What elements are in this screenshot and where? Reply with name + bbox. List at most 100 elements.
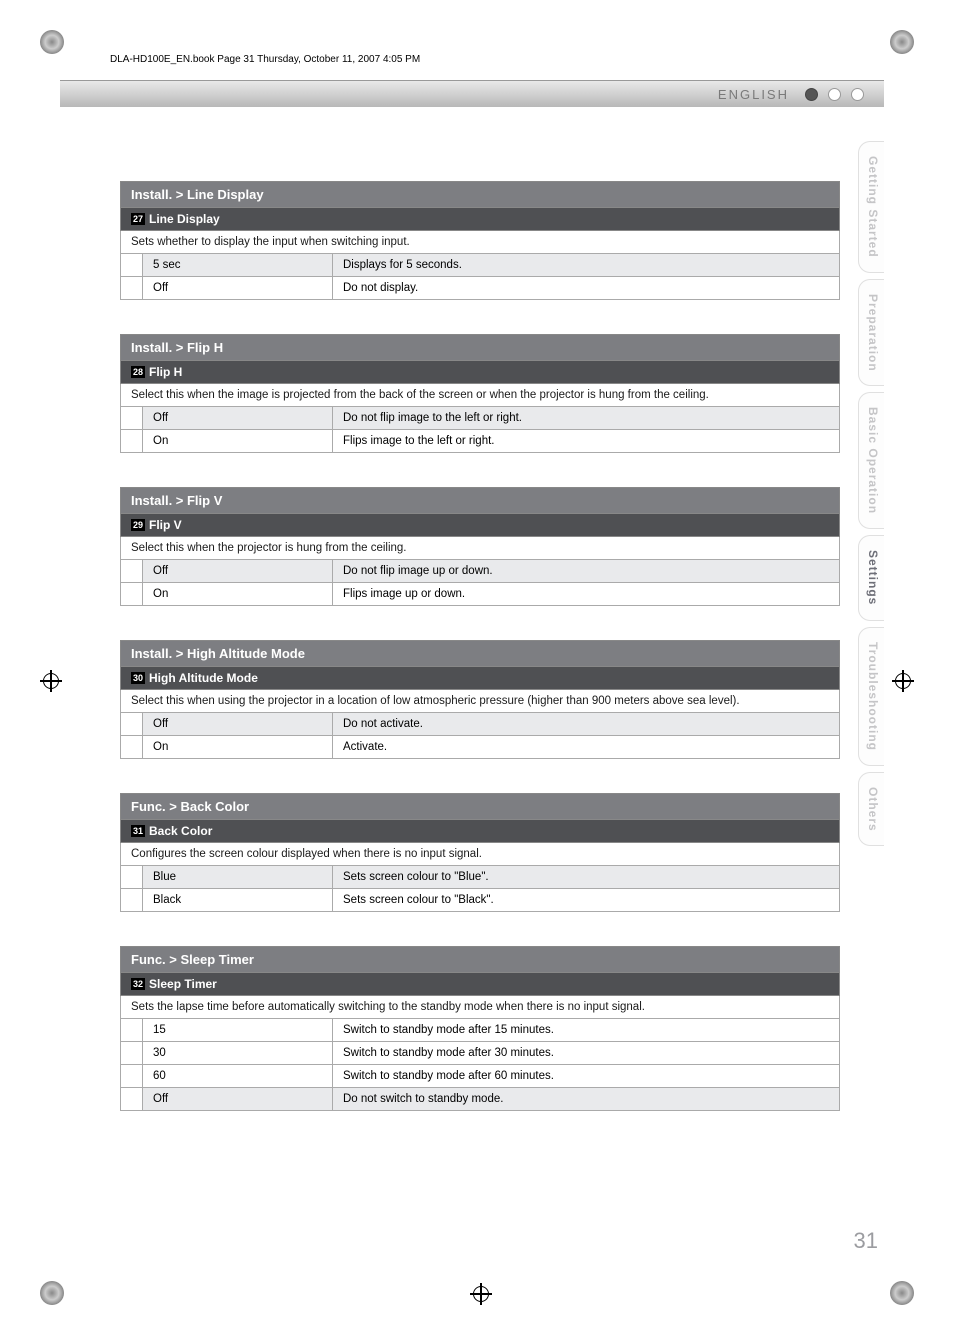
option-row: OffDo not flip image up or down. bbox=[120, 560, 840, 583]
option-row: BlackSets screen colour to "Black". bbox=[120, 889, 840, 912]
option-indent bbox=[121, 713, 143, 735]
crop-mark-mb bbox=[470, 1283, 492, 1310]
section-number-badge: 28 bbox=[131, 366, 145, 378]
section-description: Select this when using the projector in … bbox=[120, 690, 840, 713]
top-bar: ENGLISH bbox=[60, 81, 884, 107]
option-row: BlueSets screen colour to "Blue". bbox=[120, 866, 840, 889]
section-title: Sleep Timer bbox=[149, 977, 217, 991]
section-number-badge: 29 bbox=[131, 519, 145, 531]
section-title: High Altitude Mode bbox=[149, 671, 258, 685]
option-value: Switch to standby mode after 60 minutes. bbox=[333, 1065, 839, 1087]
option-value: Activate. bbox=[333, 736, 839, 758]
section-description: Sets the lapse time before automatically… bbox=[120, 996, 840, 1019]
option-indent bbox=[121, 407, 143, 429]
section-description: Sets whether to display the input when s… bbox=[120, 231, 840, 254]
option-indent bbox=[121, 866, 143, 888]
section-number-badge: 31 bbox=[131, 825, 145, 837]
option-label: Off bbox=[143, 407, 333, 429]
settings-section: Install. > High Altitude Mode30 High Alt… bbox=[120, 640, 840, 759]
option-label: Off bbox=[143, 560, 333, 582]
section-number-badge: 27 bbox=[131, 213, 145, 225]
option-value: Do not activate. bbox=[333, 713, 839, 735]
settings-section: Install. > Flip V29 Flip VSelect this wh… bbox=[120, 487, 840, 606]
section-title-bar: 28 Flip H bbox=[120, 361, 840, 384]
side-tab[interactable]: Troubleshooting bbox=[858, 627, 884, 766]
option-value: Do not display. bbox=[333, 277, 839, 299]
option-label: 60 bbox=[143, 1065, 333, 1087]
option-indent bbox=[121, 1088, 143, 1110]
option-row: 15Switch to standby mode after 15 minute… bbox=[120, 1019, 840, 1042]
option-label: 5 sec bbox=[143, 254, 333, 276]
option-indent bbox=[121, 583, 143, 605]
option-label: On bbox=[143, 430, 333, 452]
option-label: 15 bbox=[143, 1019, 333, 1041]
side-tab[interactable]: Preparation bbox=[858, 279, 884, 387]
option-indent bbox=[121, 1019, 143, 1041]
option-value: Switch to standby mode after 30 minutes. bbox=[333, 1042, 839, 1064]
section-breadcrumb: Func. > Back Color bbox=[120, 793, 840, 820]
option-indent bbox=[121, 1042, 143, 1064]
option-row: 5 secDisplays for 5 seconds. bbox=[120, 254, 840, 277]
option-indent bbox=[121, 277, 143, 299]
section-breadcrumb: Install. > Line Display bbox=[120, 181, 840, 208]
section-title-bar: 31 Back Color bbox=[120, 820, 840, 843]
option-value: Do not switch to standby mode. bbox=[333, 1088, 839, 1110]
option-row: OffDo not activate. bbox=[120, 713, 840, 736]
option-row: OffDo not display. bbox=[120, 277, 840, 300]
section-description: Configures the screen colour displayed w… bbox=[120, 843, 840, 866]
option-row: 30Switch to standby mode after 30 minute… bbox=[120, 1042, 840, 1065]
option-value: Flips image to the left or right. bbox=[333, 430, 839, 452]
section-title: Flip H bbox=[149, 365, 182, 379]
crop-mark-mr bbox=[892, 670, 914, 697]
settings-section: Install. > Flip H28 Flip HSelect this wh… bbox=[120, 334, 840, 453]
option-label: Off bbox=[143, 1088, 333, 1110]
lang-dot-2 bbox=[828, 88, 841, 101]
settings-section: Func. > Back Color31 Back ColorConfigure… bbox=[120, 793, 840, 912]
option-label: 30 bbox=[143, 1042, 333, 1064]
section-title-bar: 27 Line Display bbox=[120, 208, 840, 231]
side-tab[interactable]: Getting Started bbox=[858, 141, 884, 273]
side-tabs: Getting Started Preparation Basic Operatio… bbox=[858, 141, 884, 846]
crop-mark-br bbox=[890, 1281, 914, 1310]
option-label: Off bbox=[143, 277, 333, 299]
section-number-badge: 32 bbox=[131, 978, 145, 990]
section-breadcrumb: Install. > Flip V bbox=[120, 487, 840, 514]
side-tab[interactable]: Basic Operation bbox=[858, 392, 884, 529]
option-indent bbox=[121, 560, 143, 582]
page-number: 31 bbox=[854, 1228, 878, 1254]
option-row: OnActivate. bbox=[120, 736, 840, 759]
option-indent bbox=[121, 254, 143, 276]
option-indent bbox=[121, 889, 143, 911]
lang-dot-3 bbox=[851, 88, 864, 101]
option-value: Sets screen colour to "Blue". bbox=[333, 866, 839, 888]
option-row: OnFlips image up or down. bbox=[120, 583, 840, 606]
section-number-badge: 30 bbox=[131, 672, 145, 684]
crop-mark-tr bbox=[890, 30, 914, 59]
side-tab[interactable]: Others bbox=[858, 772, 884, 847]
option-value: Sets screen colour to "Black". bbox=[333, 889, 839, 911]
section-breadcrumb: Install. > High Altitude Mode bbox=[120, 640, 840, 667]
settings-section: Func. > Sleep Timer32 Sleep TimerSets th… bbox=[120, 946, 840, 1111]
option-label: Blue bbox=[143, 866, 333, 888]
option-indent bbox=[121, 1065, 143, 1087]
option-row: OffDo not switch to standby mode. bbox=[120, 1088, 840, 1111]
section-title-bar: 30 High Altitude Mode bbox=[120, 667, 840, 690]
section-breadcrumb: Install. > Flip H bbox=[120, 334, 840, 361]
crop-mark-ml bbox=[40, 670, 62, 697]
settings-section: Install. > Line Display27 Line DisplaySe… bbox=[120, 181, 840, 300]
crop-mark-tl bbox=[40, 30, 64, 59]
option-value: Flips image up or down. bbox=[333, 583, 839, 605]
option-value: Displays for 5 seconds. bbox=[333, 254, 839, 276]
section-title-bar: 32 Sleep Timer bbox=[120, 973, 840, 996]
book-header: DLA-HD100E_EN.book Page 31 Thursday, Oct… bbox=[110, 54, 420, 65]
option-label: On bbox=[143, 736, 333, 758]
section-breadcrumb: Func. > Sleep Timer bbox=[120, 946, 840, 973]
option-indent bbox=[121, 430, 143, 452]
option-row: 60Switch to standby mode after 60 minute… bbox=[120, 1065, 840, 1088]
option-value: Do not flip image up or down. bbox=[333, 560, 839, 582]
section-title-bar: 29 Flip V bbox=[120, 514, 840, 537]
side-tab[interactable]: Settings bbox=[858, 535, 884, 620]
lang-dot-active bbox=[805, 88, 818, 101]
option-label: Off bbox=[143, 713, 333, 735]
option-indent bbox=[121, 736, 143, 758]
